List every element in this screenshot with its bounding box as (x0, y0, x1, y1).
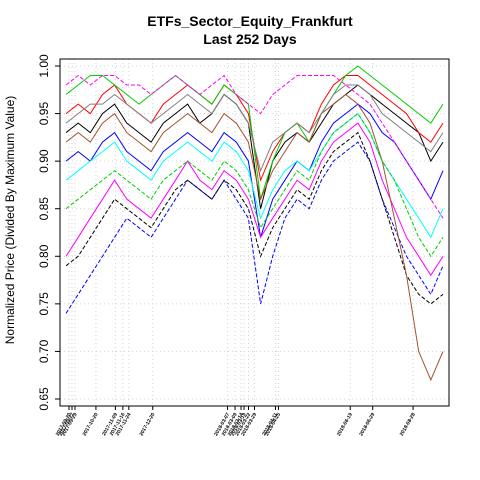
series-line-3 (65, 103, 444, 238)
grid (60, 59, 449, 406)
y-axis-label: Normalized Price (Divided By Maximum Val… (3, 96, 17, 345)
plot-frame (59, 58, 450, 407)
y-tick-label: 0.95 (37, 102, 51, 126)
series-line-5 (65, 122, 444, 277)
series-line-11 (65, 84, 444, 173)
chart-title: ETFs_Sector_Equity_Frankfurt (147, 13, 353, 29)
chart-subtitle: Last 252 Days (203, 31, 297, 47)
y-tick-label: 0.90 (37, 149, 51, 173)
x-tick-label: 2018-06-19 (336, 412, 354, 437)
series-line-9 (65, 93, 444, 382)
y-tick-label: 0.75 (37, 292, 51, 316)
x-tick-label: 2018-08-28 (399, 412, 417, 437)
series-line-0 (65, 84, 444, 209)
series-line-7 (65, 141, 444, 314)
y-tick-label: 0.70 (37, 339, 51, 363)
x-tick-label: 2017-10-20 (82, 412, 100, 437)
series-line-10 (65, 112, 444, 258)
series-group (65, 65, 444, 382)
y-tick-label: 0.65 (37, 387, 51, 411)
y-axis: 0.65 0.70 0.75 0.80 0.85 0.90 0.95 1.00 (37, 54, 60, 411)
x-tick-label: 2018-06-29 (358, 412, 376, 437)
y-tick-label: 0.85 (37, 197, 51, 221)
series-line-8 (65, 131, 444, 305)
x-tick-label: 2017-12-20 (139, 412, 157, 437)
series-line-6 (65, 74, 444, 219)
y-tick-label: 1.00 (37, 54, 51, 78)
y-tick-label: 0.80 (37, 244, 51, 268)
series-line-2 (65, 65, 444, 200)
